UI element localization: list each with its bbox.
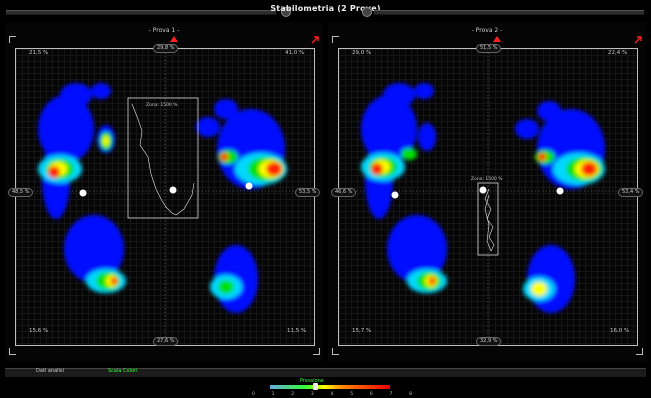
- edge-left-value: 48,5 %: [8, 188, 34, 197]
- scale-tick: 7: [389, 392, 393, 397]
- corner-bottom-right-value: 16,0 %: [610, 328, 630, 334]
- pressure-map: [339, 49, 637, 345]
- title-rule-right: [374, 10, 644, 15]
- cog-point-icon: [169, 186, 177, 194]
- scale-tick: 3: [310, 392, 314, 397]
- scale-tick: 4: [330, 392, 334, 397]
- title-knob-left: [281, 7, 291, 17]
- pressure-scale-title: Pressione: [300, 378, 324, 384]
- corner-mark: [313, 348, 320, 355]
- right-foot-heatmap: [196, 99, 287, 313]
- corner-bottom-right-value: 11,5 %: [287, 328, 307, 334]
- close-icon[interactable]: [634, 36, 642, 44]
- stabilometry-panel-2: - Prova 2 -: [328, 22, 646, 362]
- right-foot-center-icon: [245, 182, 253, 190]
- left-foot-heatmap: [38, 83, 126, 293]
- cog-point-icon: [479, 186, 487, 194]
- corner-top-right-value: 22,4 %: [608, 50, 628, 56]
- left-foot-heatmap: [361, 83, 447, 293]
- scale-tick: 8: [409, 392, 412, 397]
- scale-tick: 5: [350, 392, 354, 397]
- corner-mark: [9, 348, 16, 355]
- window-title: Stabilometria (2 Prove): [270, 4, 381, 13]
- right-foot-heatmap: [515, 101, 605, 313]
- bottom-toolbar: Dati analisi Scala Colori Pressione 0 1 …: [0, 362, 651, 398]
- edge-bottom-value: 27,6 %: [153, 337, 179, 346]
- bottom-tab-strip: [5, 368, 646, 377]
- edge-top-value: 29,8 %: [153, 44, 179, 53]
- zone-label: Zona: 1500 %: [146, 103, 178, 108]
- plot-frame: Zona: 1500 %: [15, 48, 315, 346]
- scale-ticks: 0 1 2 3 4 5 6 7 8: [252, 392, 412, 397]
- sway-zone-box: [127, 97, 199, 219]
- sway-zone-box: [477, 182, 499, 256]
- corner-top-left-value: 29,0 %: [352, 50, 372, 56]
- pressure-map: [16, 49, 314, 345]
- plot-frame: Zona: 1500 %: [338, 48, 638, 346]
- title-bar: Stabilometria (2 Prove): [0, 0, 651, 22]
- left-foot-center-icon: [79, 189, 87, 197]
- scale-tick: 6: [369, 392, 373, 397]
- scale-tick: 0: [252, 392, 255, 397]
- title-rule-left: [6, 10, 276, 15]
- right-foot-center-icon: [556, 187, 564, 195]
- corner-top-right-value: 41,0 %: [285, 50, 305, 56]
- alarm-arrow-icon: [493, 36, 501, 42]
- edge-top-value: 51,5 %: [476, 44, 502, 53]
- pressure-color-scale: [270, 385, 390, 389]
- left-foot-center-icon: [391, 191, 399, 199]
- tab-analysis-data[interactable]: Dati analisi: [36, 368, 64, 374]
- scale-tick: 1: [271, 392, 275, 397]
- alarm-arrow-icon: [170, 36, 178, 42]
- edge-left-value: 46,6 %: [331, 188, 357, 197]
- close-icon[interactable]: [311, 36, 319, 44]
- stabilometry-panel-1: - Prova 1 -: [5, 22, 323, 362]
- scale-slider-handle[interactable]: [313, 383, 318, 390]
- scale-tick: 2: [291, 392, 295, 397]
- corner-top-left-value: 21,5 %: [29, 50, 49, 56]
- edge-right-value: 53,5 %: [295, 188, 321, 197]
- tab-color-scale[interactable]: Scala Colori: [108, 368, 138, 374]
- phase-label: - Prova 2 -: [471, 27, 503, 34]
- title-knob-right: [362, 7, 372, 17]
- corner-mark: [9, 36, 16, 43]
- corner-mark: [636, 348, 643, 355]
- corner-bottom-left-value: 15,6 %: [29, 328, 49, 334]
- sway-path: [131, 103, 195, 216]
- sway-path: [484, 188, 495, 252]
- edge-right-value: 53,4 %: [618, 188, 644, 197]
- corner-mark: [332, 348, 339, 355]
- zone-label: Zona: 1500 %: [471, 177, 503, 182]
- corner-bottom-left-value: 15,7 %: [352, 328, 372, 334]
- phase-label: - Prova 1 -: [148, 27, 180, 34]
- edge-bottom-value: 32,9 %: [476, 337, 502, 346]
- corner-mark: [332, 36, 339, 43]
